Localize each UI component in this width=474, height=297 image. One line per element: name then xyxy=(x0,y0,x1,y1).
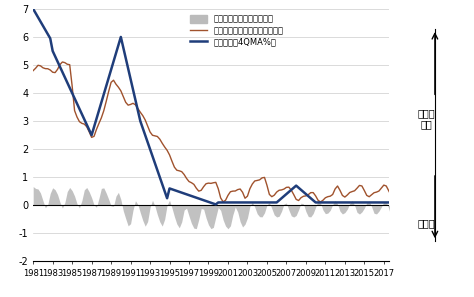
Text: 緩和的: 緩和的 xyxy=(418,218,436,228)
Legend: 準備（金融政策スタンス）, ネットの資金需要による推計値, 政策金利（4QMA%）: 準備（金融政策スタンス）, ネットの資金需要による推計値, 政策金利（4QMA%… xyxy=(188,13,285,48)
Text: 引き締
め的: 引き締 め的 xyxy=(418,108,436,129)
